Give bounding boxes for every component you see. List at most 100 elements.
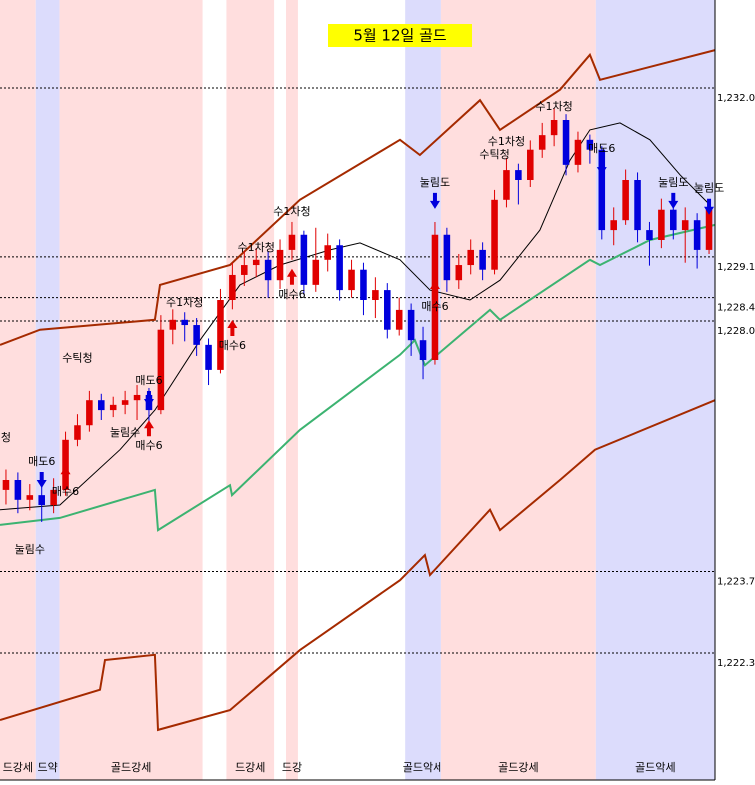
title-box [328,24,472,47]
candle-body [395,309,403,330]
candle-body [693,220,701,250]
candle-body [538,135,546,150]
candle-body [241,265,248,275]
band-label: 골드강세 [498,761,538,774]
bands: 드강세 드약 골드강세 드강세 드강 골드악세 골드강세 골드악세 [0,0,715,780]
y-tick-label: 1,228.0 [717,326,755,337]
candle-body [550,120,558,136]
signal-label: 수1차청 [166,296,203,309]
candle-body [312,259,320,285]
candle-body [157,329,165,411]
signal-label: 눌림도 [658,176,688,189]
candle-body [133,394,141,401]
candle-body [181,319,188,326]
candle-body [193,325,200,345]
y-tick-label: 1,229.1 [717,262,755,273]
sell-arrow [596,159,607,176]
candle-body [205,344,212,370]
y-tick-label: 1,232.0 [717,93,755,104]
sell-arrow [429,192,440,209]
buy-arrow [60,466,71,483]
band-label: 골드강세 [111,761,151,774]
buy-arrow [143,420,154,437]
candle-body [169,319,177,330]
trend-band [226,0,275,780]
band-label: 드강 [282,761,302,774]
candle-body [348,269,355,291]
signal-label: 수틱청 [479,148,509,161]
trend-band [440,0,596,780]
candle-body [443,234,451,281]
chart-title: 5월 12일 골드 [353,27,447,45]
candle-body [658,209,665,240]
signal-label: 수1차청 [238,241,275,254]
candle-body [419,340,427,360]
indicator-line [0,223,716,532]
signal-label: 눌림수 [15,543,45,556]
candle-body [121,400,129,405]
signal-label: 눌림도 [420,176,450,189]
y-tick-label: 1,223.7 [717,576,755,587]
indicator-line [0,399,716,732]
buy-arrow [429,280,440,297]
band-label: 드강세 [3,761,33,774]
candle-body [372,290,379,300]
y-tick-label: 1,228.4 [717,303,755,314]
buy-arrow [286,268,297,285]
candle-body [50,489,57,506]
candle-body [62,439,69,490]
candle-body [598,149,606,231]
candle-body [431,234,439,360]
sell-arrow [668,192,679,209]
candle-body [264,259,272,281]
candle-body [252,259,260,266]
candle-body [479,249,486,270]
y-tick-label: 1,222.3 [717,658,755,669]
candle-body [14,480,22,500]
candles [2,108,713,522]
candle-body [586,139,594,150]
candle-body [503,170,510,200]
sell-arrow [143,390,154,407]
signal-label: 매수6 [52,485,79,498]
candle-body [670,209,677,231]
candle-body [109,404,117,411]
signal-label: 매수6 [135,439,162,452]
signal-label: 매수6 [278,288,305,301]
signal-label: 매도6 [28,455,55,468]
trend-band [0,0,36,780]
trend-band [59,0,203,780]
candle-body [26,495,34,500]
candle-body [336,245,343,291]
signal-label: 매수6 [219,339,246,352]
candle-body [217,300,224,370]
signal-label: 수1차청 [535,100,572,113]
candle-body [467,249,474,266]
sell-arrow [36,471,47,488]
indicator-line [0,49,716,346]
candle-body [681,220,689,231]
candle-body [515,170,522,180]
sell-arrow [704,198,715,215]
candle-body [86,400,93,426]
candle-body [646,230,653,240]
candle-body [705,209,713,250]
band-label: 골드악세 [403,761,443,774]
candle-body [74,425,81,440]
candle-body [229,274,236,300]
signal-label: 매수6 [421,300,448,313]
band-label: 골드악세 [635,761,675,774]
trend-band [405,0,441,780]
candle-body [384,290,391,330]
band-label: 드강세 [235,761,265,774]
candle-body [527,149,534,180]
candle-body [324,245,331,260]
candle-body [276,249,284,281]
annotations: 청눌림수매도6매수6수틱청눌림수매도6매수6수1차청매수6수1차청매수6수1차청… [1,100,724,556]
candle-body [610,220,617,231]
candle-body [38,495,45,506]
band-label: 드약 [38,760,58,774]
candle-body [622,180,629,221]
trend-band [286,0,298,780]
